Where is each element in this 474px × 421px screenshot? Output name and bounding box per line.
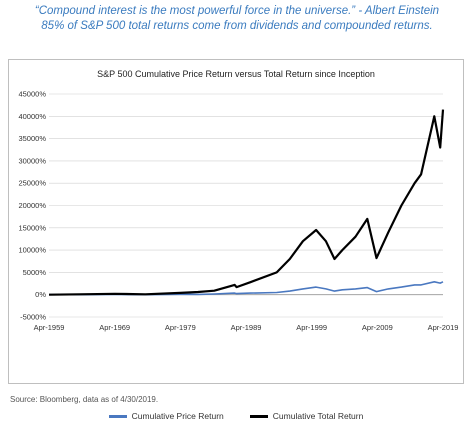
legend-swatch-price: [108, 414, 127, 418]
x-tick-label: Apr-2019: [428, 323, 459, 332]
y-tick-label: 25000%: [18, 179, 46, 188]
quote-line-2: 85% of S&P 500 total returns come from d…: [41, 20, 433, 32]
chart-legend: Cumulative Price Return Cumulative Total…: [9, 411, 463, 421]
x-tick-label: Apr-1969: [99, 323, 130, 332]
legend-label-price: Cumulative Price Return: [131, 411, 224, 421]
y-tick-label: 30000%: [18, 156, 46, 165]
y-tick-label: 35000%: [18, 134, 46, 143]
legend-label-total: Cumulative Total Return: [272, 411, 364, 421]
chart-plot: -5000% 0% 5000% 10000% 15000% 20000% 25000% 300…: [18, 90, 459, 333]
chart-frame: S&P 500 Cumulative Price Return versus T…: [8, 59, 464, 421]
chart-title: S&P 500 Cumulative Price Return versus T…: [97, 69, 375, 79]
quote-line-1: “Compound interest is the most powerful …: [34, 5, 440, 17]
series-line-total: [48, 109, 445, 296]
y-tick-label: 10000%: [18, 246, 46, 255]
y-tick-label: -5000%: [20, 313, 46, 322]
legend-item-price: Cumulative Price Return: [108, 411, 224, 421]
x-tick-label: Apr-1959: [34, 323, 65, 332]
x-tick-label: Apr-1999: [296, 323, 327, 332]
quote-block: “Compound interest is the most powerful …: [0, 4, 474, 34]
x-tick-label: Apr-1989: [231, 323, 262, 332]
x-tick-label: Apr-2009: [362, 323, 393, 332]
y-tick-label: 45000%: [18, 90, 46, 99]
y-tick-label: 15000%: [18, 223, 46, 232]
y-tick-label: 0%: [35, 290, 46, 299]
x-tick-label: Apr-1979: [165, 323, 196, 332]
series-line-price: [49, 281, 444, 296]
y-tick-label: 20000%: [18, 201, 46, 210]
y-tick-label: 5000%: [23, 268, 47, 277]
legend-swatch-total: [249, 414, 268, 418]
source-note: Source: Bloomberg, data as of 4/30/2019.: [10, 395, 159, 404]
y-tick-label: 40000%: [18, 112, 46, 121]
legend-item-total: Cumulative Total Return: [249, 411, 364, 421]
